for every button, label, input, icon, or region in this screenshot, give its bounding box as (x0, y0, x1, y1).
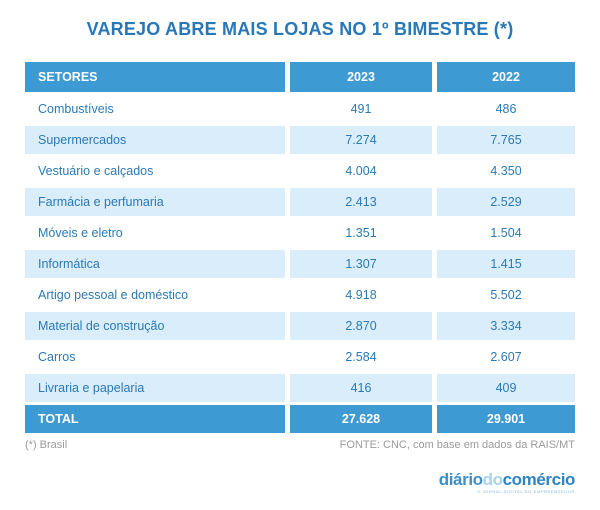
sector-cell: Vestuário e calçados (38, 164, 154, 178)
table-row: Livraria e papelaria 416 409 (25, 374, 575, 402)
value-2022-cell: 5.502 (490, 288, 522, 302)
total-value-2023: 27.628 (290, 405, 432, 433)
value-2023-cell: 2.584 (345, 350, 377, 364)
sector-cell: Farmácia e perfumaria (25, 188, 285, 216)
table-header-row: SETORES 2023 2022 (25, 62, 575, 92)
sector-cell: Supermercados (25, 126, 285, 154)
total-label: TOTAL (25, 405, 285, 433)
logo-wordmark: diáriodocomércio (438, 470, 576, 489)
value-2022-cell: 2.529 (437, 188, 575, 216)
value-2023-cell: 2.870 (290, 312, 432, 340)
table-row: Farmácia e perfumaria 2.413 2.529 (25, 188, 575, 216)
value-2022-cell: 7.765 (437, 126, 575, 154)
sector-cell: Combustíveis (38, 102, 114, 116)
sector-cell: Livraria e papelaria (25, 374, 285, 402)
value-2023-cell: 2.413 (290, 188, 432, 216)
value-2023-cell: 7.274 (290, 126, 432, 154)
sector-cell: Artigo pessoal e doméstico (38, 288, 189, 302)
value-2023-cell: 1.307 (290, 250, 432, 278)
sectors-table: SETORES 2023 2022 Combustíveis 491 486 Supe… (25, 62, 575, 436)
sector-cell: Carros (38, 350, 76, 364)
logo-part-diario: diário (438, 470, 483, 489)
table-body: Combustíveis 491 486 Supermercados 7.274 7.76… (25, 95, 575, 402)
value-2023-cell: 4.004 (345, 164, 377, 178)
footnote: (*) Brasil (25, 439, 68, 451)
page-title: VAREJO ABRE MAIS LOJAS NO 1º BIMESTRE (*… (86, 19, 514, 39)
header-2023: 2023 (290, 62, 432, 92)
table-row: Artigo pessoal e doméstico 4.918 5.502 (25, 281, 575, 309)
value-2022-cell: 1.504 (490, 226, 522, 240)
table-row: Informática 1.307 1.415 (25, 250, 575, 278)
value-2022-cell: 4.350 (490, 164, 522, 178)
logo-tagline: O JORNAL DIGITAL DO EMPREENDEDOR (477, 489, 575, 494)
sector-cell: Móveis e eletro (38, 226, 123, 240)
table-row: Carros 2.584 2.607 (25, 343, 575, 371)
value-2022-cell: 3.334 (437, 312, 575, 340)
diario-do-comercio-logo: diáriodocomércio O JORNAL DIGITAL DO EMP… (438, 470, 576, 494)
table-row: Supermercados 7.274 7.765 (25, 126, 575, 154)
value-2022-cell: 409 (437, 374, 575, 402)
value-2023-cell: 491 (350, 102, 372, 116)
total-value-2022: 29.901 (437, 405, 575, 433)
value-2023-cell: 416 (290, 374, 432, 402)
value-2022-cell: 2.607 (490, 350, 522, 364)
logo-part-comercio: comércio (502, 470, 576, 489)
value-2023-cell: 4.918 (345, 288, 377, 302)
value-2022-cell: 486 (495, 102, 517, 116)
footer: (*) Brasil FONTE: CNC, com base em dados… (25, 439, 575, 451)
source-text: FONTE: CNC, com base em dados da RAIS/MT (339, 439, 575, 451)
value-2022-cell: 1.415 (437, 250, 575, 278)
sector-cell: Informática (25, 250, 285, 278)
table-row: Combustíveis 491 486 (25, 95, 575, 123)
value-2023-cell: 1.351 (345, 226, 377, 240)
header-setores: SETORES (25, 62, 285, 92)
table-row: Material de construção 2.870 3.334 (25, 312, 575, 340)
table-total-row: TOTAL 27.628 29.901 (25, 405, 575, 433)
table-row: Móveis e eletro 1.351 1.504 (25, 219, 575, 247)
logo-part-do: do (482, 470, 503, 489)
header-2022: 2022 (437, 62, 575, 92)
table-row: Vestuário e calçados 4.004 4.350 (25, 157, 575, 185)
sector-cell: Material de construção (25, 312, 285, 340)
